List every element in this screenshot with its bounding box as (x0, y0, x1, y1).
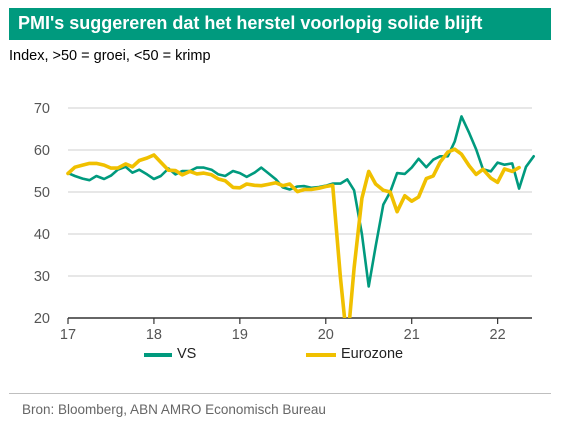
x-tick-label: 19 (232, 327, 248, 343)
series-line-vs (66, 115, 535, 288)
legend: VS Eurozone (0, 346, 561, 366)
x-tick-label: 20 (318, 327, 334, 343)
series-lines (66, 115, 535, 318)
legend-swatch-eurozone (306, 353, 336, 357)
series-line-eurozone (66, 147, 521, 318)
title-bar: PMI's suggereren dat het herstel voorlop… (9, 8, 551, 40)
y-tick-label: 70 (34, 101, 50, 117)
chart-title: PMI's suggereren dat het herstel voorlop… (18, 13, 483, 33)
legend-swatch-vs (144, 353, 172, 357)
source-note: Bron: Bloomberg, ABN AMRO Economisch Bur… (22, 402, 326, 417)
x-axis: 17 18 19 20 21 22 (60, 317, 532, 343)
x-tick-label: 22 (490, 327, 506, 343)
legend-label-vs: VS (177, 346, 197, 362)
footer-divider (9, 393, 551, 394)
y-tick-label: 30 (34, 269, 50, 285)
x-tick-label: 21 (404, 327, 420, 343)
y-tick-label: 40 (34, 227, 50, 243)
x-tick-label: 18 (146, 327, 162, 343)
chart-subtitle: Index, >50 = groei, <50 = krimp (9, 48, 211, 64)
y-tick-label: 20 (34, 311, 50, 327)
y-axis-ticks: 20 30 40 50 60 70 (34, 101, 50, 327)
x-tick-label: 17 (60, 327, 76, 343)
y-tick-label: 60 (34, 143, 50, 159)
legend-label-eurozone: Eurozone (341, 346, 404, 362)
y-tick-label: 50 (34, 185, 50, 201)
